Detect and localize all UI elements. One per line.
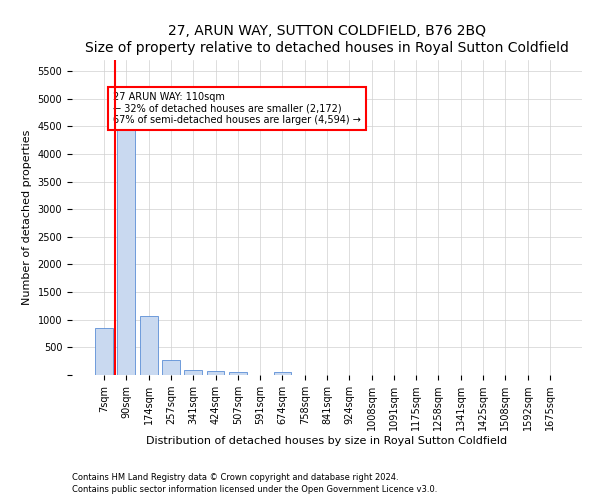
Bar — [274, 372, 292, 375]
Bar — [118, 121, 136, 375]
X-axis label: Distribution of detached houses by size in Royal Sutton Coldfield: Distribution of detached houses by size … — [146, 436, 508, 446]
Bar — [229, 372, 247, 375]
Bar — [95, 328, 113, 375]
Title: 27, ARUN WAY, SUTTON COLDFIELD, B76 2BQ
Size of property relative to detached ho: 27, ARUN WAY, SUTTON COLDFIELD, B76 2BQ … — [85, 24, 569, 54]
Bar — [206, 370, 224, 375]
Bar — [140, 316, 158, 375]
Bar — [184, 370, 202, 375]
Text: Contains public sector information licensed under the Open Government Licence v3: Contains public sector information licen… — [72, 486, 437, 494]
Text: 27 ARUN WAY: 110sqm
← 32% of detached houses are smaller (2,172)
67% of semi-det: 27 ARUN WAY: 110sqm ← 32% of detached ho… — [113, 92, 361, 124]
Bar — [162, 360, 180, 375]
Text: Contains HM Land Registry data © Crown copyright and database right 2024.: Contains HM Land Registry data © Crown c… — [72, 473, 398, 482]
Y-axis label: Number of detached properties: Number of detached properties — [22, 130, 32, 305]
